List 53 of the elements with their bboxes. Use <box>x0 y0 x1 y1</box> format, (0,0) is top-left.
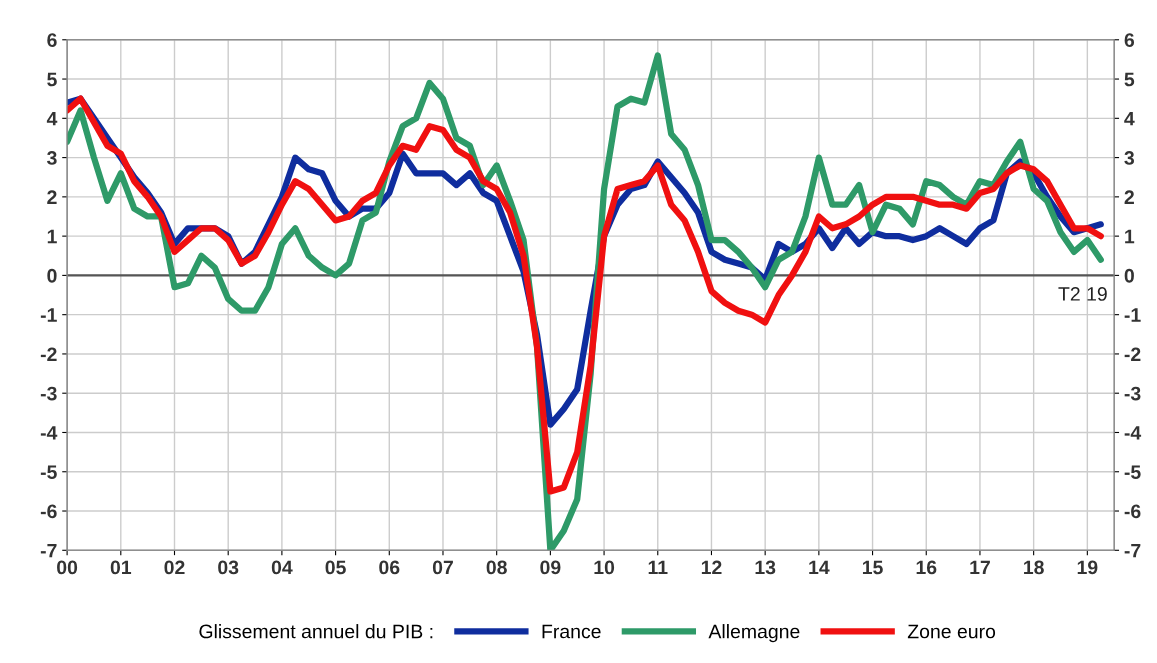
y-tick-label: -2 <box>40 347 57 361</box>
y2-tick-label: 4 <box>1124 111 1135 126</box>
y-tick-label: 0 <box>47 268 57 283</box>
x-tick-label: 14 <box>809 560 830 575</box>
y2-tick-label: -6 <box>1124 504 1141 519</box>
x-tick-label: 06 <box>379 560 400 575</box>
y2-tick-label: -5 <box>1124 465 1141 479</box>
x-tick-label: 11 <box>648 560 668 575</box>
y2-tick-label: -7 <box>1124 543 1141 558</box>
legend-label: Allemagne <box>708 624 800 643</box>
y2-tick-label: 6 <box>1124 33 1135 48</box>
y2-tick-label: -3 <box>1124 386 1141 401</box>
y-tick-label: 2 <box>47 190 57 204</box>
x-tick-label: 05 <box>325 560 346 575</box>
x-tick-label: 15 <box>862 560 883 575</box>
y2-tick-label: 2 <box>1124 190 1134 204</box>
x-tick-label: 00 <box>57 560 78 575</box>
x-tick-label: 18 <box>1024 560 1044 575</box>
x-tick-label: 13 <box>755 560 776 575</box>
x-tick-label: 16 <box>916 560 937 575</box>
x-tick-label: 02 <box>164 560 185 575</box>
y-tick-label: -1 <box>40 308 57 322</box>
y-tick-label: -6 <box>40 504 57 519</box>
y2-tick-label: 3 <box>1124 151 1135 165</box>
y-tick-label: -3 <box>40 386 57 401</box>
x-tick-label: 12 <box>701 560 722 575</box>
legend-title: Glissement annuel du PIB : <box>199 624 433 639</box>
legend-label: Zone euro <box>907 624 996 639</box>
y2-tick-label: -2 <box>1124 347 1141 361</box>
y-tick-label: -7 <box>40 543 57 558</box>
x-tick-label: 04 <box>271 560 293 575</box>
y2-tick-label: -4 <box>1124 426 1142 440</box>
x-tick-label: 19 <box>1077 560 1098 575</box>
y2-tick-label: 0 <box>1124 268 1134 283</box>
y2-tick-label: -1 <box>1124 308 1141 322</box>
x-tick-label: 09 <box>540 560 561 575</box>
x-tick-label: 10 <box>594 560 615 575</box>
y-tick-label: 4 <box>46 111 58 126</box>
x-tick-label: 03 <box>218 560 239 575</box>
y-tick-label: 3 <box>47 151 57 165</box>
y-tick-label: 6 <box>47 33 57 48</box>
y-tick-label: 5 <box>47 72 57 87</box>
y2-tick-label: 1 <box>1125 229 1135 244</box>
x-tick-label: 17 <box>970 560 990 575</box>
y-tick-label: 1 <box>47 229 57 244</box>
x-tick-label: 07 <box>432 560 453 575</box>
x-tick-label: 01 <box>110 560 132 575</box>
y-tick-label: -4 <box>40 426 58 440</box>
x-tick-label: 08 <box>486 560 507 575</box>
y-tick-label: -5 <box>40 465 57 479</box>
annotation: T2 19 <box>1058 287 1107 301</box>
legend-label: France <box>542 624 601 639</box>
y2-tick-label: 5 <box>1124 72 1135 87</box>
